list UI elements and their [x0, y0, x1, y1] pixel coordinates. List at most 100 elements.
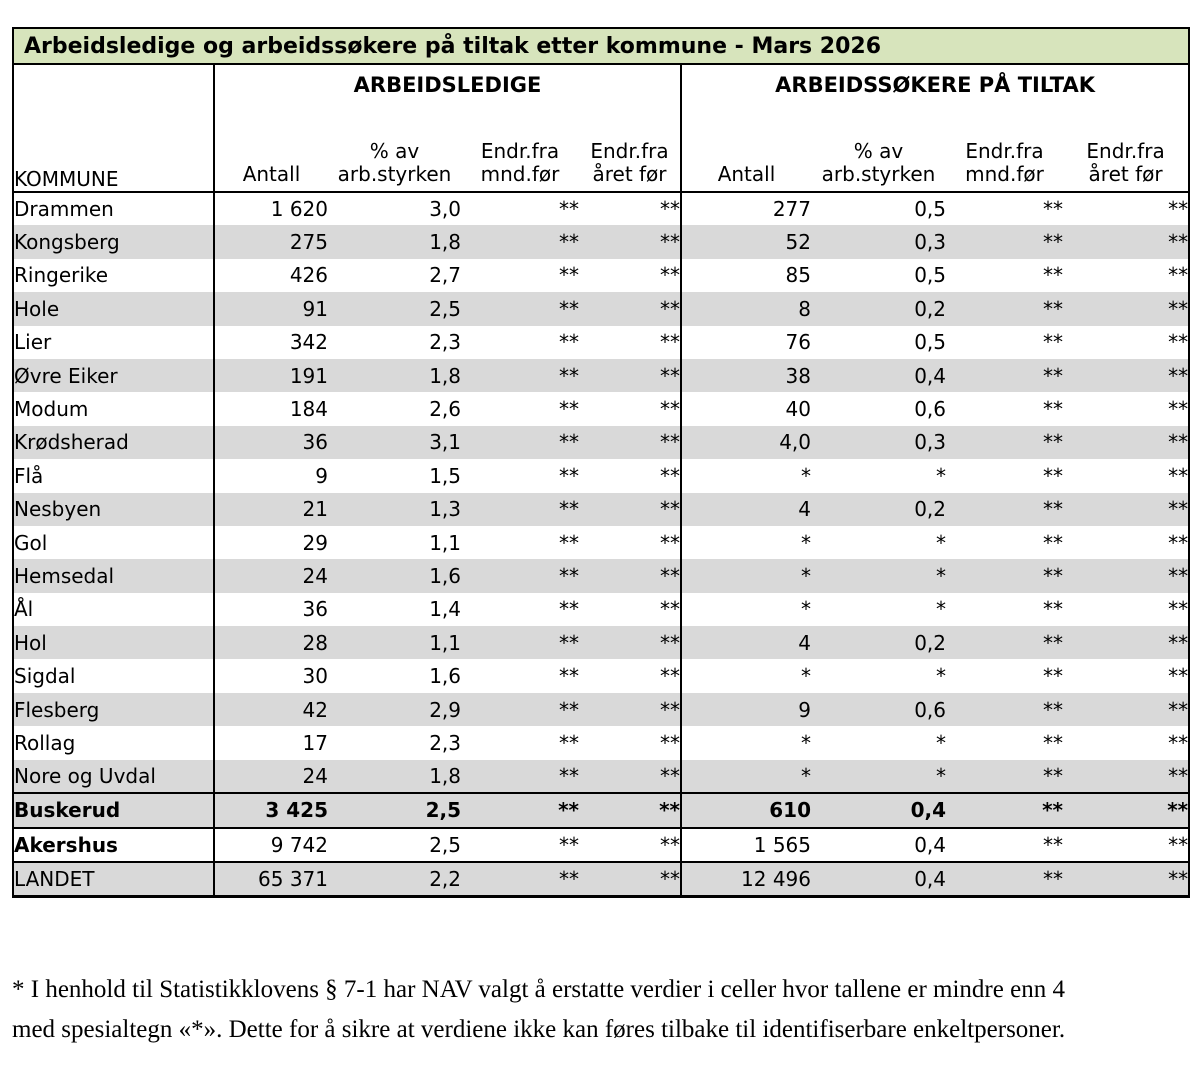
value-cell: 3,0: [429, 197, 461, 222]
value-cell: **: [1168, 330, 1189, 355]
value-cell: **: [1063, 626, 1190, 660]
page-title: Arbeidsledige og arbeidssøkere på tiltak…: [13, 28, 1190, 65]
value-cell: **: [461, 358, 579, 393]
value-cell: 0,2: [811, 292, 946, 326]
column-header-antall-2: Antall: [681, 114, 811, 193]
column-header-line: Endr.fra: [590, 138, 669, 163]
kommune-cell: Flå: [13, 459, 215, 493]
value-cell: 1,1: [328, 626, 461, 660]
value-cell: **: [461, 626, 579, 660]
kommune-cell: Øvre Eiker: [13, 358, 215, 393]
table-row: Sigdal 30 1,6 ** ** * * ** **: [13, 659, 1189, 693]
value-cell: 0,3: [811, 425, 946, 460]
value-cell: **: [946, 292, 1063, 326]
value-cell: 2,7: [429, 263, 461, 288]
value-cell: **: [1063, 425, 1190, 460]
value-cell: 277: [772, 197, 811, 222]
value-cell: 275: [214, 225, 328, 259]
value-cell: **: [579, 659, 682, 693]
value-cell: **: [1043, 330, 1063, 355]
column-header-line: Endr.fra: [965, 138, 1044, 163]
column-header-line: Endr.fra: [1086, 138, 1165, 163]
table-row: LANDET 65 371 2,2 ** ** 12 496 0,4 ** **: [13, 861, 1190, 897]
value-cell: 0,4: [811, 861, 946, 897]
value-cell: 1,4: [429, 597, 461, 622]
value-cell: 1,8: [328, 225, 461, 259]
kommune-cell: Modum: [13, 392, 215, 426]
value-cell: **: [1168, 197, 1189, 222]
value-cell: **: [579, 692, 682, 727]
value-cell: **: [461, 692, 579, 727]
value-cell: **: [559, 530, 579, 555]
value-cell: 21: [214, 492, 328, 526]
kommune-cell: LANDET: [13, 861, 215, 897]
value-cell: 9: [315, 463, 328, 488]
value-cell: 342: [289, 330, 328, 355]
table-title-row: Arbeidsledige og arbeidssøkere på tiltak…: [13, 28, 1190, 65]
value-cell: **: [579, 861, 682, 897]
value-cell: **: [461, 559, 579, 593]
value-cell: *: [801, 597, 811, 622]
value-cell: **: [461, 492, 579, 526]
value-cell: 9 742: [214, 826, 328, 863]
value-cell: 0,3: [811, 225, 946, 259]
value-cell: 610: [681, 792, 811, 828]
value-cell: 0,4: [811, 826, 946, 863]
group-header-row: KOMMUNE ARBEIDSLEDIGE ARBEIDSSØKERE PÅ T…: [13, 64, 1189, 193]
value-cell: 40: [785, 397, 811, 422]
value-cell: *: [801, 730, 811, 755]
value-cell: **: [461, 792, 579, 828]
value-cell: **: [946, 358, 1063, 393]
kommune-cell: Ål: [13, 592, 215, 627]
kommune-cell: Akershus: [13, 826, 215, 863]
value-cell: *: [801, 664, 811, 689]
value-cell: 0,5: [914, 330, 946, 355]
column-header-line: % av: [369, 138, 420, 163]
kommune-cell: Kongsberg: [13, 225, 215, 259]
column-header-antall-1: Antall: [214, 114, 328, 193]
column-header-line: Antall: [242, 162, 301, 187]
value-cell: 191: [214, 358, 328, 393]
table-row: Drammen 1 620 3,0 ** ** 277 0,5 ** **: [13, 192, 1189, 226]
table-row: Flesberg 42 2,9 ** ** 9 0,6 ** **: [13, 692, 1190, 727]
value-cell: *: [936, 730, 946, 755]
value-cell: **: [461, 292, 579, 326]
table-row: Hemsedal 24 1,6 ** ** * * ** **: [13, 559, 1190, 593]
value-cell: 3 425: [214, 792, 328, 828]
value-cell: **: [559, 730, 579, 755]
value-cell: 12 496: [681, 861, 811, 897]
kommune-cell: Drammen: [13, 192, 215, 226]
value-cell: 4: [681, 492, 811, 526]
value-cell: **: [559, 397, 579, 422]
column-header-row: Antall % av arb.styrken Endr.fra mnd.før…: [13, 114, 1190, 193]
value-cell: 85: [785, 263, 811, 288]
value-cell: 30: [302, 664, 328, 689]
column-header-line: Endr.fra: [480, 138, 560, 163]
value-cell: **: [559, 330, 579, 355]
value-cell: **: [1043, 597, 1063, 622]
table-row: Hole 91 2,5 ** ** 8 0,2 ** **: [13, 292, 1190, 326]
table-row: Buskerud 3 425 2,5 ** ** 610 0,4 ** **: [13, 792, 1190, 828]
column-header-line: året før: [592, 162, 667, 187]
value-cell: **: [579, 492, 682, 526]
kommune-cell: Nesbyen: [13, 492, 215, 526]
value-cell: 24: [214, 559, 328, 593]
column-header-endr-aar-2: Endr.fra året før: [1063, 114, 1190, 193]
value-cell: 42: [214, 692, 328, 727]
value-cell: **: [946, 826, 1063, 863]
value-cell: 36: [214, 425, 328, 460]
value-cell: **: [559, 664, 579, 689]
value-cell: **: [579, 358, 682, 393]
value-cell: *: [681, 559, 811, 593]
value-cell: 36: [302, 597, 328, 622]
value-cell: **: [579, 225, 682, 259]
table-body: Drammen 1 620 3,0 ** ** 277 0,5 ** ** Kongsberg 27…: [13, 192, 1190, 897]
value-cell: **: [579, 425, 682, 460]
value-cell: *: [936, 530, 946, 555]
value-cell: **: [1063, 358, 1190, 393]
column-header-line: året før: [1088, 162, 1163, 187]
value-cell: **: [579, 459, 682, 493]
value-cell: **: [579, 192, 682, 226]
value-cell: 2,3: [429, 330, 461, 355]
